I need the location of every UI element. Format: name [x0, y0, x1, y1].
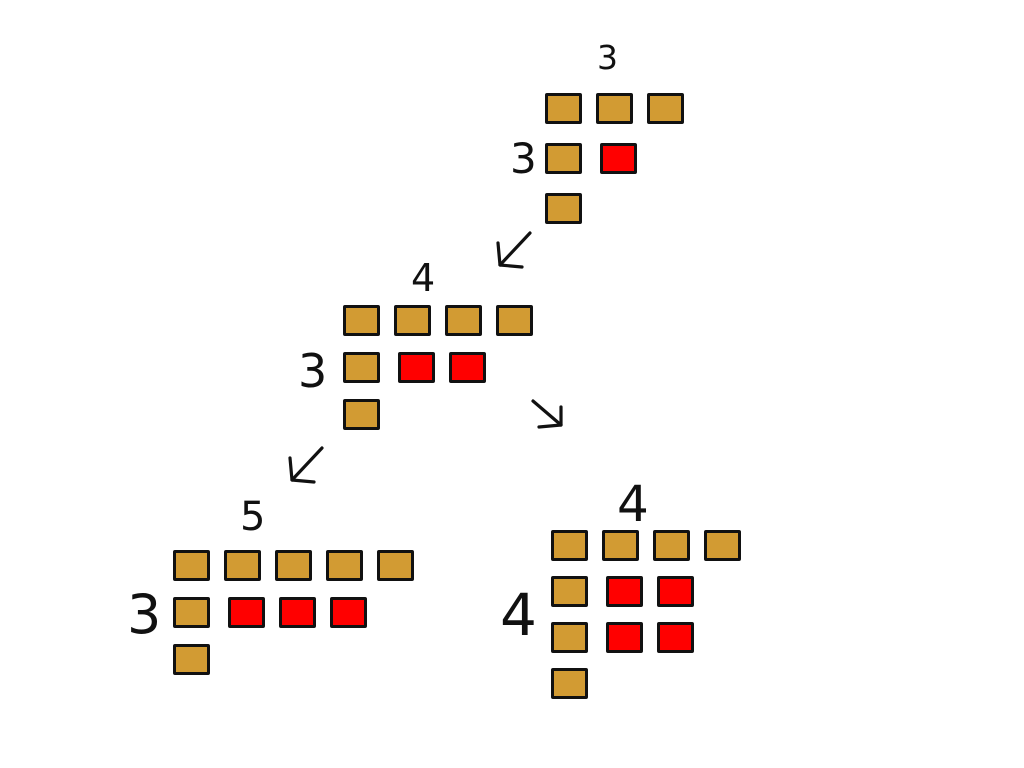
stage-2-left-square — [343, 352, 380, 383]
stage-3-right-top-square — [602, 530, 639, 561]
stage-2-top-square — [445, 305, 482, 336]
stage-3-left-red-square — [279, 597, 316, 628]
stage-1-top-square — [596, 93, 633, 124]
stage-3-left-top-square — [224, 550, 261, 581]
stage-3-left-red-square — [228, 597, 265, 628]
stage-3-right-red-square — [606, 576, 643, 607]
stage-2-left-square — [343, 399, 380, 430]
stage-2-width-label: 4 — [411, 256, 436, 300]
stage-1-top-square — [647, 93, 684, 124]
stage-3-left-width-label: 5 — [240, 494, 266, 540]
stage-3-left-height-label: 3 — [127, 583, 162, 646]
stage-3-left-top-square — [275, 550, 312, 581]
stage-3-right-top-square — [653, 530, 690, 561]
stage-2-red-square — [449, 352, 486, 383]
stage-3-right-left-square — [551, 576, 588, 607]
arrow-down-left-icon — [288, 446, 324, 484]
stage-3-left-red-square — [330, 597, 367, 628]
stage-1-left-square — [545, 143, 582, 174]
stage-1-height-label: 3 — [510, 134, 537, 183]
stage-3-left-top-square — [326, 550, 363, 581]
stage-2-top-square — [394, 305, 431, 336]
stage-3-left-left-square — [173, 597, 210, 628]
stage-2-red-square — [398, 352, 435, 383]
stage-3-right-red-square — [657, 622, 694, 653]
stage-3-right-left-square — [551, 622, 588, 653]
stage-3-right-height-label: 4 — [500, 581, 537, 649]
stage-2-height-label: 3 — [298, 344, 328, 398]
stage-3-right-width-label: 4 — [617, 475, 649, 533]
stage-1-red-square — [600, 143, 637, 174]
stage-3-right-red-square — [606, 622, 643, 653]
stage-3-left-top-square — [377, 550, 414, 581]
arrow-down-left-icon — [496, 231, 532, 269]
stage-3-right-top-square — [551, 530, 588, 561]
stage-1-left-square — [545, 193, 582, 224]
stage-3-left-left-square — [173, 644, 210, 675]
stage-1-top-square — [545, 93, 582, 124]
stage-1-width-label: 3 — [597, 38, 618, 77]
stage-2-top-square — [496, 305, 533, 336]
arrow-down-right-icon — [531, 399, 563, 429]
stage-3-right-red-square — [657, 576, 694, 607]
stage-3-right-left-square — [551, 668, 588, 699]
stage-3-right-top-square — [704, 530, 741, 561]
stage-3-left-top-square — [173, 550, 210, 581]
stage-2-top-square — [343, 305, 380, 336]
